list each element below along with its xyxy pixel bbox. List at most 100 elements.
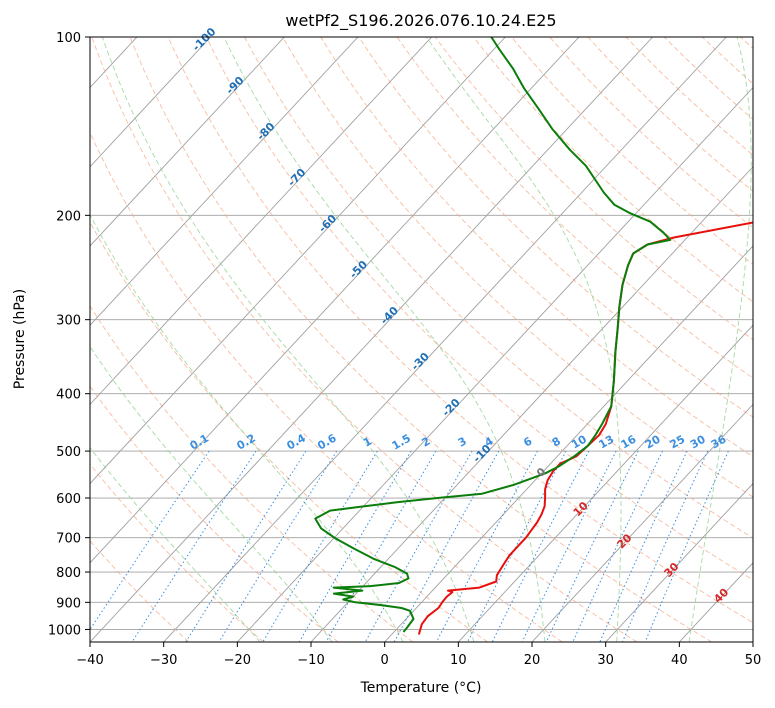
dry-adiabat-line bbox=[282, 37, 753, 498]
isotherm-label: -50 bbox=[347, 258, 370, 281]
dry-adiabat-line bbox=[129, 37, 712, 642]
dry-adiabat-line bbox=[90, 221, 488, 642]
dry-adiabat-line bbox=[167, 37, 753, 624]
isotherm-line bbox=[458, 324, 753, 642]
x-tick-label: 40 bbox=[671, 653, 688, 668]
mixing-ratio-line bbox=[467, 450, 567, 642]
mixing-ratio-label: 30 bbox=[688, 432, 708, 451]
dry-adiabat-line bbox=[434, 37, 753, 341]
y-tick-label: 100 bbox=[56, 31, 81, 46]
y-tick-label: 500 bbox=[56, 445, 81, 460]
x-tick-label: −10 bbox=[297, 653, 324, 668]
mixing-ratio-line bbox=[218, 450, 338, 642]
mixing-ratio-line bbox=[185, 450, 307, 642]
isotherm-line bbox=[679, 562, 753, 642]
isotherm-line bbox=[90, 37, 359, 326]
mixing-ratio-label: 0.1 bbox=[188, 432, 211, 453]
isotherm-line bbox=[90, 37, 432, 406]
mixing-ratio-line bbox=[572, 450, 663, 642]
moist-adiabat-line bbox=[90, 345, 333, 642]
dry-adiabat-line bbox=[549, 37, 753, 229]
y-tick-label: 200 bbox=[56, 209, 81, 224]
plot-frame bbox=[89, 36, 754, 643]
y-tick-label: 1000 bbox=[48, 623, 81, 638]
mixing-ratio-line bbox=[325, 450, 437, 642]
y-axis-label: Pressure (hPa) bbox=[12, 289, 28, 389]
isotherm-line bbox=[90, 37, 285, 247]
dry-adiabat-line bbox=[90, 131, 563, 642]
dry-adiabat-line bbox=[701, 37, 753, 85]
isotherm-line bbox=[90, 37, 580, 564]
x-tick-label: 20 bbox=[524, 653, 541, 668]
isotherm-label: -80 bbox=[254, 120, 277, 143]
mixing-ratio-label: 10 bbox=[569, 432, 589, 451]
x-tick-label: −20 bbox=[224, 653, 251, 668]
dewpoint-line bbox=[314, 37, 672, 633]
dry-adiabat-line bbox=[473, 37, 753, 303]
dry-adiabat-line bbox=[91, 37, 638, 642]
mixing-ratio-line bbox=[545, 450, 639, 642]
mixing-ratio-line bbox=[131, 450, 257, 642]
x-tick-label: 50 bbox=[745, 653, 762, 668]
dry-adiabat-line bbox=[244, 37, 753, 539]
x-tick-label: 0 bbox=[381, 653, 389, 668]
mixing-ratio-label: 2 bbox=[420, 435, 433, 450]
moist-adiabat-line bbox=[101, 37, 475, 642]
y-tick-label: 900 bbox=[56, 596, 81, 611]
dry-adiabat-line bbox=[90, 540, 190, 642]
y-tick-label: 700 bbox=[56, 532, 81, 547]
dry-adiabat-line bbox=[663, 37, 753, 120]
temperature-line bbox=[417, 221, 753, 635]
dry-adiabat-line bbox=[396, 37, 753, 379]
mixing-ratio-label: 6 bbox=[521, 434, 534, 449]
isotherm-line bbox=[531, 403, 753, 642]
isotherm-line bbox=[0, 37, 63, 642]
x-tick-label: 10 bbox=[450, 653, 467, 668]
isotherm-line bbox=[384, 245, 753, 642]
mixing-ratio-line bbox=[491, 450, 590, 642]
mixing-ratio-line bbox=[262, 450, 378, 642]
isotherm-line bbox=[90, 37, 653, 642]
isotherm-line bbox=[605, 482, 753, 642]
x-tick-label: −30 bbox=[150, 653, 177, 668]
isotherm-line bbox=[90, 37, 506, 485]
dry-adiabat-line bbox=[90, 463, 264, 642]
isotherm-label: -30 bbox=[409, 350, 432, 373]
mixing-ratio-label: 0.2 bbox=[234, 432, 257, 453]
mixing-ratio-label: 3 bbox=[456, 435, 469, 450]
isotherm-line bbox=[237, 86, 753, 642]
dry-adiabat-line bbox=[90, 305, 414, 642]
moist-adiabat-line bbox=[688, 37, 752, 642]
isotherm-label: -40 bbox=[378, 304, 401, 327]
mixing-ratio-line bbox=[599, 450, 688, 642]
dry-adiabat-line bbox=[740, 37, 753, 50]
moist-adiabat-line bbox=[223, 37, 546, 642]
mixing-ratio-label: 25 bbox=[668, 433, 688, 452]
x-axis-label: Temperature (°C) bbox=[360, 680, 482, 696]
y-tick-label: 300 bbox=[56, 314, 81, 329]
mixing-ratio-label: 20 bbox=[643, 432, 663, 451]
mixing-ratio-line bbox=[521, 450, 617, 642]
dry-adiabat-line bbox=[90, 385, 339, 642]
moist-adiabat-line bbox=[426, 37, 622, 642]
isotherm-label: -20 bbox=[440, 396, 463, 419]
mixing-ratio-label: 8 bbox=[550, 435, 563, 450]
moist-adiabat-line bbox=[90, 446, 261, 642]
isotherm-label: -100 bbox=[190, 25, 219, 54]
mixing-ratio-label: 0.6 bbox=[315, 431, 339, 452]
mixing-ratio-line bbox=[90, 450, 210, 631]
mixing-ratio-line bbox=[435, 450, 538, 642]
dry-adiabat-line bbox=[358, 37, 753, 418]
y-tick-label: 800 bbox=[56, 566, 81, 581]
mixing-ratio-label: 1.5 bbox=[390, 432, 413, 453]
x-tick-label: 30 bbox=[597, 653, 614, 668]
moist-adiabat-line bbox=[90, 213, 404, 642]
mixing-ratio-line bbox=[298, 450, 412, 642]
y-tick-label: 400 bbox=[56, 388, 81, 403]
isotherm-line bbox=[163, 37, 727, 642]
mixing-ratio-label: 16 bbox=[619, 432, 639, 451]
mixing-ratio-line bbox=[644, 450, 729, 642]
y-tick-label: 600 bbox=[56, 492, 81, 507]
isotherm-line bbox=[752, 641, 753, 642]
